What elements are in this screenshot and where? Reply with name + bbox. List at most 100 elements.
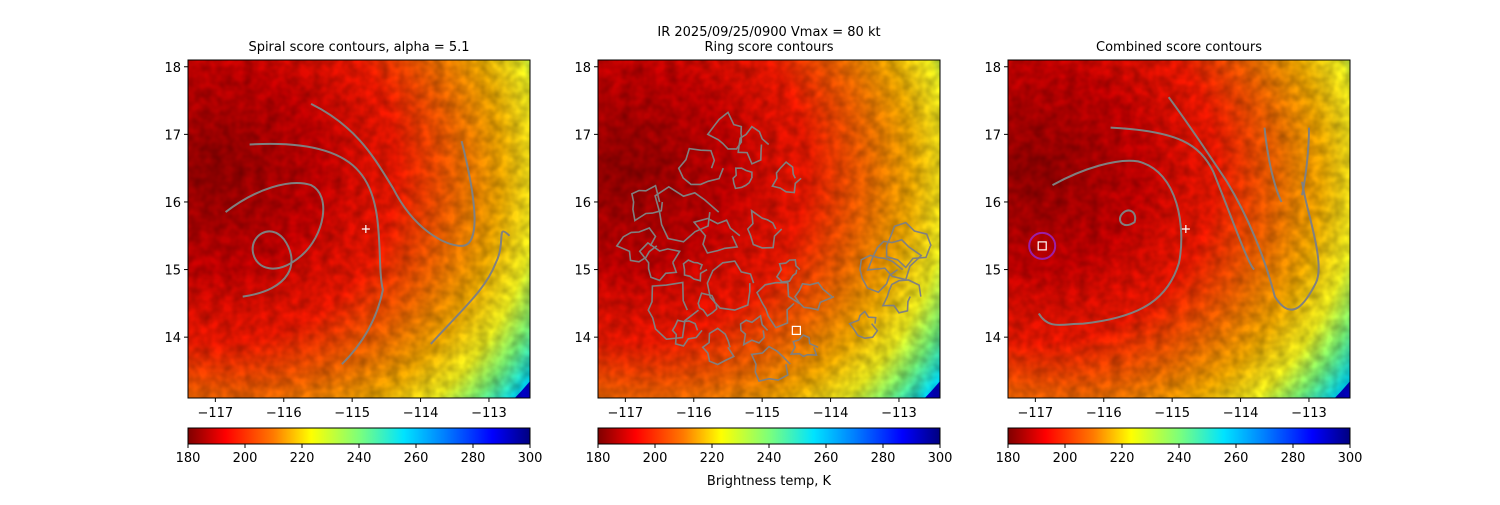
contour-line xyxy=(1037,159,1183,326)
contour-line xyxy=(859,254,904,294)
y-tick-label: 14 xyxy=(574,331,591,346)
axes-frame xyxy=(187,59,531,399)
contour-line xyxy=(682,259,708,282)
colorbar-tick-label: 180 xyxy=(586,451,611,466)
contour-line xyxy=(701,327,735,366)
score-contours xyxy=(615,111,932,383)
contour-line xyxy=(794,281,835,311)
contour-line xyxy=(697,292,718,317)
panel-combined: Combined score contours −117 −116 −115 −114 −… xyxy=(984,40,1362,466)
x-tick-label: −113 xyxy=(1291,406,1327,421)
x-tick-label: −114 xyxy=(403,406,439,421)
colorbar-tick-label: 220 xyxy=(700,451,725,466)
contour-line xyxy=(746,209,783,249)
figure-suptitle: IR 2025/09/25/0900 Vmax = 80 kt xyxy=(657,25,880,40)
colorbar-tick-label: 260 xyxy=(404,451,429,466)
brightness-image xyxy=(598,60,940,398)
colorbar-tick-label: 280 xyxy=(461,451,486,466)
contour-line xyxy=(677,147,724,186)
colorbar-label: Brightness temp, K xyxy=(707,474,832,489)
contour-line xyxy=(848,310,879,340)
y-tick-label: 18 xyxy=(574,61,591,76)
contour-line xyxy=(647,281,699,341)
x-tick-label: −116 xyxy=(676,406,712,421)
colorbar-tick-label: 260 xyxy=(814,451,839,466)
brightness-image xyxy=(1008,60,1350,398)
colorbar-tick-label: 200 xyxy=(643,451,668,466)
colorbar-tick-label: 300 xyxy=(928,451,953,466)
contour-line xyxy=(789,334,819,358)
contour-line xyxy=(732,167,753,190)
x-tick-label: −113 xyxy=(881,406,917,421)
x-tick-label: −114 xyxy=(813,406,849,421)
x-tick-label: −117 xyxy=(1018,406,1054,421)
colorbar-tick-label: 280 xyxy=(1281,451,1306,466)
y-tick-label: 14 xyxy=(164,331,181,346)
colorbar-tick-label: 220 xyxy=(1110,451,1135,466)
colorbar xyxy=(187,427,531,445)
panel-spiral: Spiral score contours, alpha = 5.1 −117 −1… xyxy=(164,40,543,466)
storm-center-marker xyxy=(361,225,370,233)
y-tick-label: 16 xyxy=(984,196,1001,211)
brightness-image xyxy=(188,60,530,398)
contour-line xyxy=(1301,127,1310,196)
contour-line xyxy=(430,230,511,345)
contour-line xyxy=(750,345,791,383)
y-tick-label: 18 xyxy=(164,61,181,76)
panel-title: Spiral score contours, alpha = 5.1 xyxy=(248,40,469,55)
contour-line xyxy=(881,279,922,314)
y-tick-label: 15 xyxy=(164,264,181,279)
colorbar xyxy=(1007,427,1351,445)
x-tick-label: −117 xyxy=(198,406,234,421)
contour-line xyxy=(885,221,932,269)
contour-line xyxy=(1110,126,1255,271)
combined-best-marker xyxy=(1037,241,1047,251)
axes-frame xyxy=(597,59,941,399)
panel-title: Combined score contours xyxy=(1096,40,1262,55)
x-tick-label: −113 xyxy=(471,406,507,421)
colorbar-tick-label: 240 xyxy=(1167,451,1192,466)
colorbar xyxy=(597,427,941,445)
y-tick-label: 18 xyxy=(984,61,1001,76)
x-tick-label: −114 xyxy=(1223,406,1259,421)
axes-frame xyxy=(1007,59,1351,399)
contour-line xyxy=(706,260,755,311)
contour-line xyxy=(1263,127,1283,203)
contour-line xyxy=(249,142,384,365)
contour-line xyxy=(638,241,681,282)
contour-line xyxy=(671,319,703,347)
contour-line xyxy=(737,125,770,165)
colorbar-tick-label: 200 xyxy=(233,451,258,466)
contour-line xyxy=(692,217,741,254)
contour-line xyxy=(310,103,476,247)
x-tick-label: −115 xyxy=(334,406,370,421)
colorbar-tick-label: 200 xyxy=(1053,451,1078,466)
y-tick-label: 17 xyxy=(984,128,1001,143)
contour-line xyxy=(224,182,325,298)
colorbar-tick-label: 180 xyxy=(176,451,201,466)
colorbar-tick-label: 280 xyxy=(871,451,896,466)
x-tick-label: −117 xyxy=(608,406,644,421)
y-tick-label: 16 xyxy=(574,196,591,211)
y-tick-label: 15 xyxy=(984,264,1001,279)
ring-best-marker xyxy=(791,325,801,335)
contour-line xyxy=(1119,209,1137,226)
storm-center-marker xyxy=(1181,225,1190,233)
contour-line xyxy=(654,185,720,243)
x-tick-label: −115 xyxy=(1154,406,1190,421)
contour-line xyxy=(775,258,801,283)
contour-line xyxy=(756,281,800,329)
colorbar-tick-label: 300 xyxy=(518,451,543,466)
panel-title: Ring score contours xyxy=(704,40,833,55)
contour-line xyxy=(630,184,664,222)
panel-ring: Ring score contours −117 −116 −115 −114 −113 1… xyxy=(574,40,953,489)
y-tick-label: 17 xyxy=(164,128,181,143)
y-tick-label: 15 xyxy=(574,264,591,279)
contour-line xyxy=(706,111,743,150)
colorbar-tick-label: 240 xyxy=(757,451,782,466)
x-tick-label: −115 xyxy=(744,406,780,421)
colorbar-tick-label: 220 xyxy=(290,451,315,466)
combined-best-circle xyxy=(1028,231,1057,260)
x-tick-label: −116 xyxy=(266,406,302,421)
